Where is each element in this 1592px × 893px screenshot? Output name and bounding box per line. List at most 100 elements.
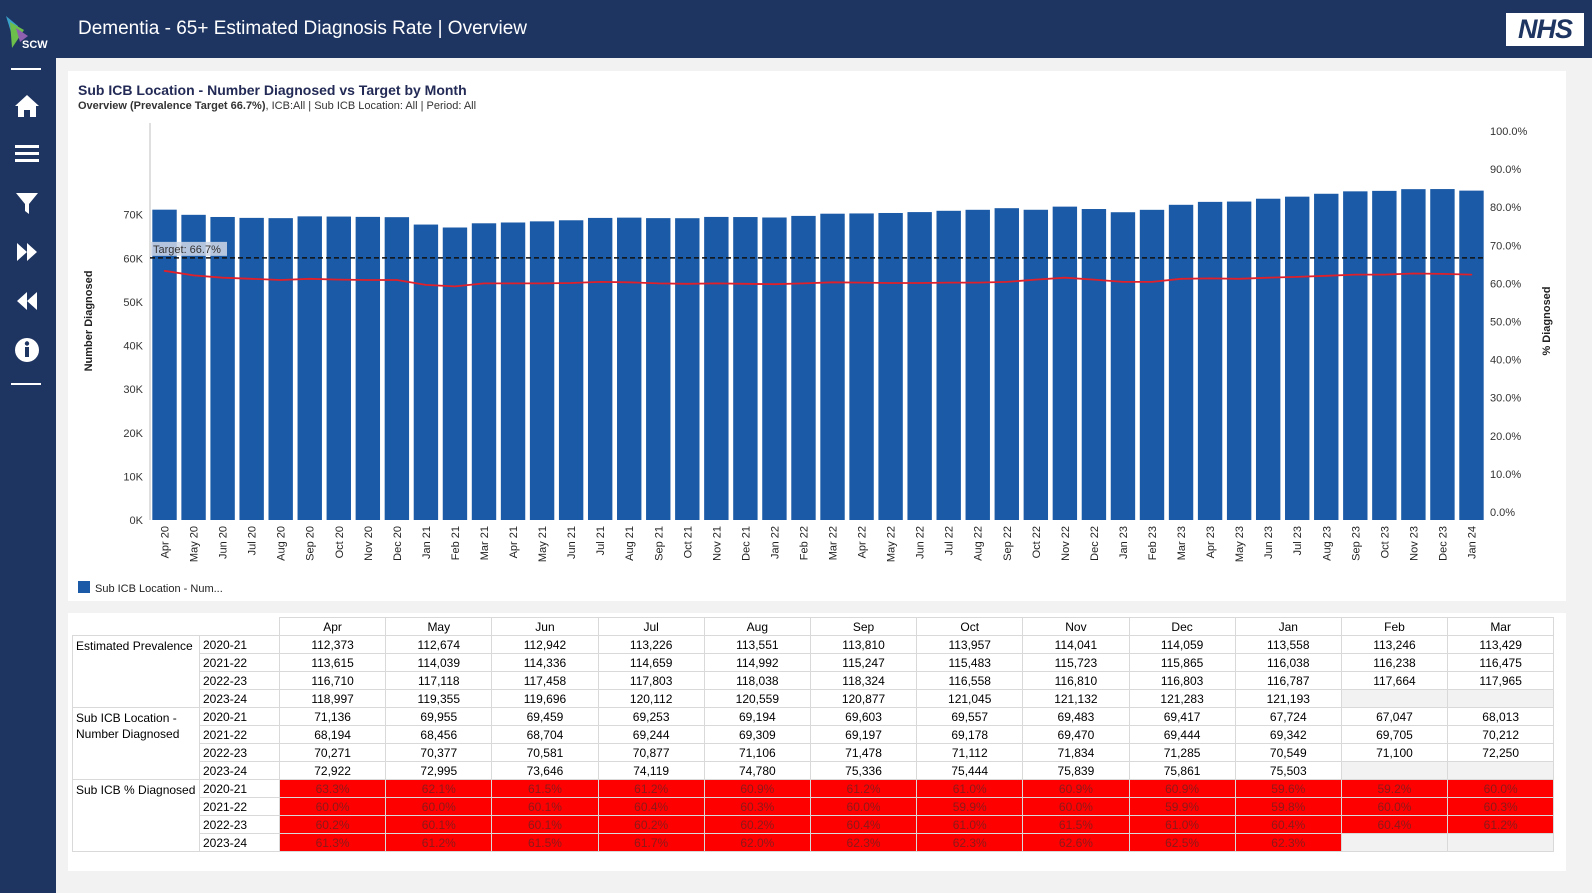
fast-forward-icon[interactable] bbox=[12, 238, 42, 266]
x-tick-label: Feb 21 bbox=[450, 526, 462, 560]
home-icon[interactable] bbox=[12, 92, 42, 120]
x-tick-label: Nov 23 bbox=[1408, 526, 1420, 561]
table-cell: 74,119 bbox=[597, 761, 705, 780]
info-icon[interactable] bbox=[12, 336, 42, 364]
percent-diagnosed-line bbox=[164, 269, 1472, 288]
filter-icon[interactable] bbox=[12, 189, 42, 217]
header-spacer bbox=[73, 618, 200, 636]
table-cell: 68,194 bbox=[278, 725, 387, 744]
bar bbox=[704, 216, 729, 520]
nhs-logo: NHS bbox=[1506, 13, 1584, 46]
y-tick-label: 70K bbox=[123, 210, 143, 222]
table-cell: 113,246 bbox=[1340, 635, 1449, 654]
page-title: Dementia - 65+ Estimated Diagnosis Rate … bbox=[78, 18, 527, 39]
table-header-row: Apr May Jun Jul Aug Sep Oct Nov Dec Jan Feb Mar bbox=[73, 617, 1555, 636]
percent-point bbox=[947, 281, 950, 284]
percent-point bbox=[1412, 272, 1415, 275]
month-header: Jan bbox=[1234, 617, 1342, 636]
table-cell: 62.3% bbox=[916, 833, 1024, 852]
table-cell: 68,013 bbox=[1447, 707, 1555, 726]
x-tick-label: Sep 23 bbox=[1350, 526, 1362, 561]
bar bbox=[1372, 190, 1397, 520]
x-tick-label: Apr 21 bbox=[508, 526, 520, 558]
x-tick-label: Dec 22 bbox=[1089, 526, 1101, 561]
percent-point bbox=[657, 282, 660, 285]
y-tick-label: 30K bbox=[123, 384, 143, 396]
table-cell: 60.4% bbox=[809, 815, 918, 834]
bar bbox=[907, 212, 932, 520]
x-tick-label: Jan 21 bbox=[421, 526, 433, 559]
year-label: 2023-24 bbox=[199, 761, 280, 780]
month-header: Apr bbox=[278, 617, 387, 636]
percent-point bbox=[163, 270, 166, 272]
x-tick-label: Jan 24 bbox=[1466, 526, 1478, 559]
percent-point bbox=[1354, 273, 1357, 276]
percent-point bbox=[744, 282, 747, 285]
table-cell: 112,674 bbox=[385, 635, 493, 654]
x-tick-label: Apr 23 bbox=[1205, 526, 1217, 558]
table-cell: 62.5% bbox=[1128, 833, 1236, 852]
target-label: Target: 66.7% bbox=[153, 244, 221, 256]
x-tick-label: Apr 20 bbox=[160, 526, 172, 558]
table-cell: 120,877 bbox=[809, 689, 918, 708]
bar bbox=[820, 213, 845, 521]
table-cell: 115,723 bbox=[1022, 653, 1130, 672]
y2-axis-title: % Diagnosed bbox=[1541, 286, 1553, 355]
table-cell: 69,417 bbox=[1128, 707, 1236, 726]
table-cell bbox=[1447, 833, 1555, 852]
y-tick-label: 10K bbox=[123, 471, 143, 483]
x-tick-label: May 22 bbox=[886, 526, 898, 562]
x-tick-label: Mar 21 bbox=[479, 526, 491, 560]
table-cell: 116,558 bbox=[916, 671, 1024, 690]
table-cell bbox=[1447, 689, 1555, 708]
table-cell: 116,787 bbox=[1234, 671, 1342, 690]
table-cell: 117,118 bbox=[385, 671, 493, 690]
bar bbox=[210, 216, 235, 520]
table-row: Estimated Prevalence 2020-21 112,373 112,67… bbox=[72, 635, 1555, 708]
table-cell: 69,194 bbox=[703, 707, 811, 726]
bar bbox=[1052, 206, 1078, 520]
bar bbox=[239, 217, 264, 520]
table-row: Sub ICB % Diagnosed 2020-21 63.3% 62.1% 61.5… bbox=[72, 779, 1555, 852]
percent-point bbox=[512, 282, 514, 285]
table-row: 2022-23 60.2% 60.1% 60.1% 60.2% 60.2% 60.4% 61.… bbox=[73, 815, 1555, 834]
month-header: Jul bbox=[597, 617, 705, 636]
table-cell: 69,603 bbox=[809, 707, 918, 726]
table-cell: 61.5% bbox=[1022, 815, 1130, 834]
table-cell: 60.1% bbox=[491, 797, 599, 816]
table-cell: 59.9% bbox=[916, 797, 1024, 816]
x-tick-label: Jun 22 bbox=[915, 526, 927, 559]
table-cell: 60.9% bbox=[1128, 779, 1236, 798]
table-cell: 75,839 bbox=[1022, 761, 1130, 780]
table-cell: 60.9% bbox=[1022, 779, 1130, 798]
header-bar: Dementia - 65+ Estimated Diagnosis Rate … bbox=[56, 0, 1592, 58]
bar bbox=[529, 221, 555, 520]
percent-point bbox=[1035, 278, 1037, 281]
percent-point bbox=[483, 282, 485, 285]
x-tick-label: Nov 20 bbox=[363, 526, 375, 561]
row-group-label: Sub ICB Location - Number Diagnosed bbox=[72, 707, 200, 780]
table-cell: 71,106 bbox=[703, 743, 811, 762]
percent-point bbox=[1064, 276, 1066, 279]
percent-point bbox=[250, 278, 253, 280]
percent-point bbox=[1122, 281, 1124, 283]
month-header: Sep bbox=[809, 617, 918, 636]
x-tick-label: Jul 23 bbox=[1292, 526, 1304, 555]
table-cell: 69,470 bbox=[1022, 725, 1130, 744]
chart-subtitle-bold: Overview (Prevalence Target 66.7%) bbox=[78, 100, 266, 112]
table-cell: 69,342 bbox=[1234, 725, 1342, 744]
menu-icon[interactable] bbox=[12, 140, 42, 168]
percent-point bbox=[1093, 278, 1095, 281]
table-cell: 116,475 bbox=[1447, 653, 1555, 672]
table-cell: 70,581 bbox=[491, 743, 599, 762]
x-tick-label: Jun 20 bbox=[218, 526, 230, 559]
month-header: Nov bbox=[1022, 617, 1130, 636]
x-tick-label: Aug 20 bbox=[276, 526, 288, 561]
x-tick-label: Sep 21 bbox=[653, 526, 665, 561]
bar bbox=[733, 217, 758, 521]
y2-tick-label: 40.0% bbox=[1490, 355, 1521, 367]
percent-point bbox=[773, 283, 776, 285]
table-cell: 117,803 bbox=[597, 671, 705, 690]
table-cell: 120,559 bbox=[703, 689, 811, 708]
rewind-icon[interactable] bbox=[12, 287, 42, 315]
